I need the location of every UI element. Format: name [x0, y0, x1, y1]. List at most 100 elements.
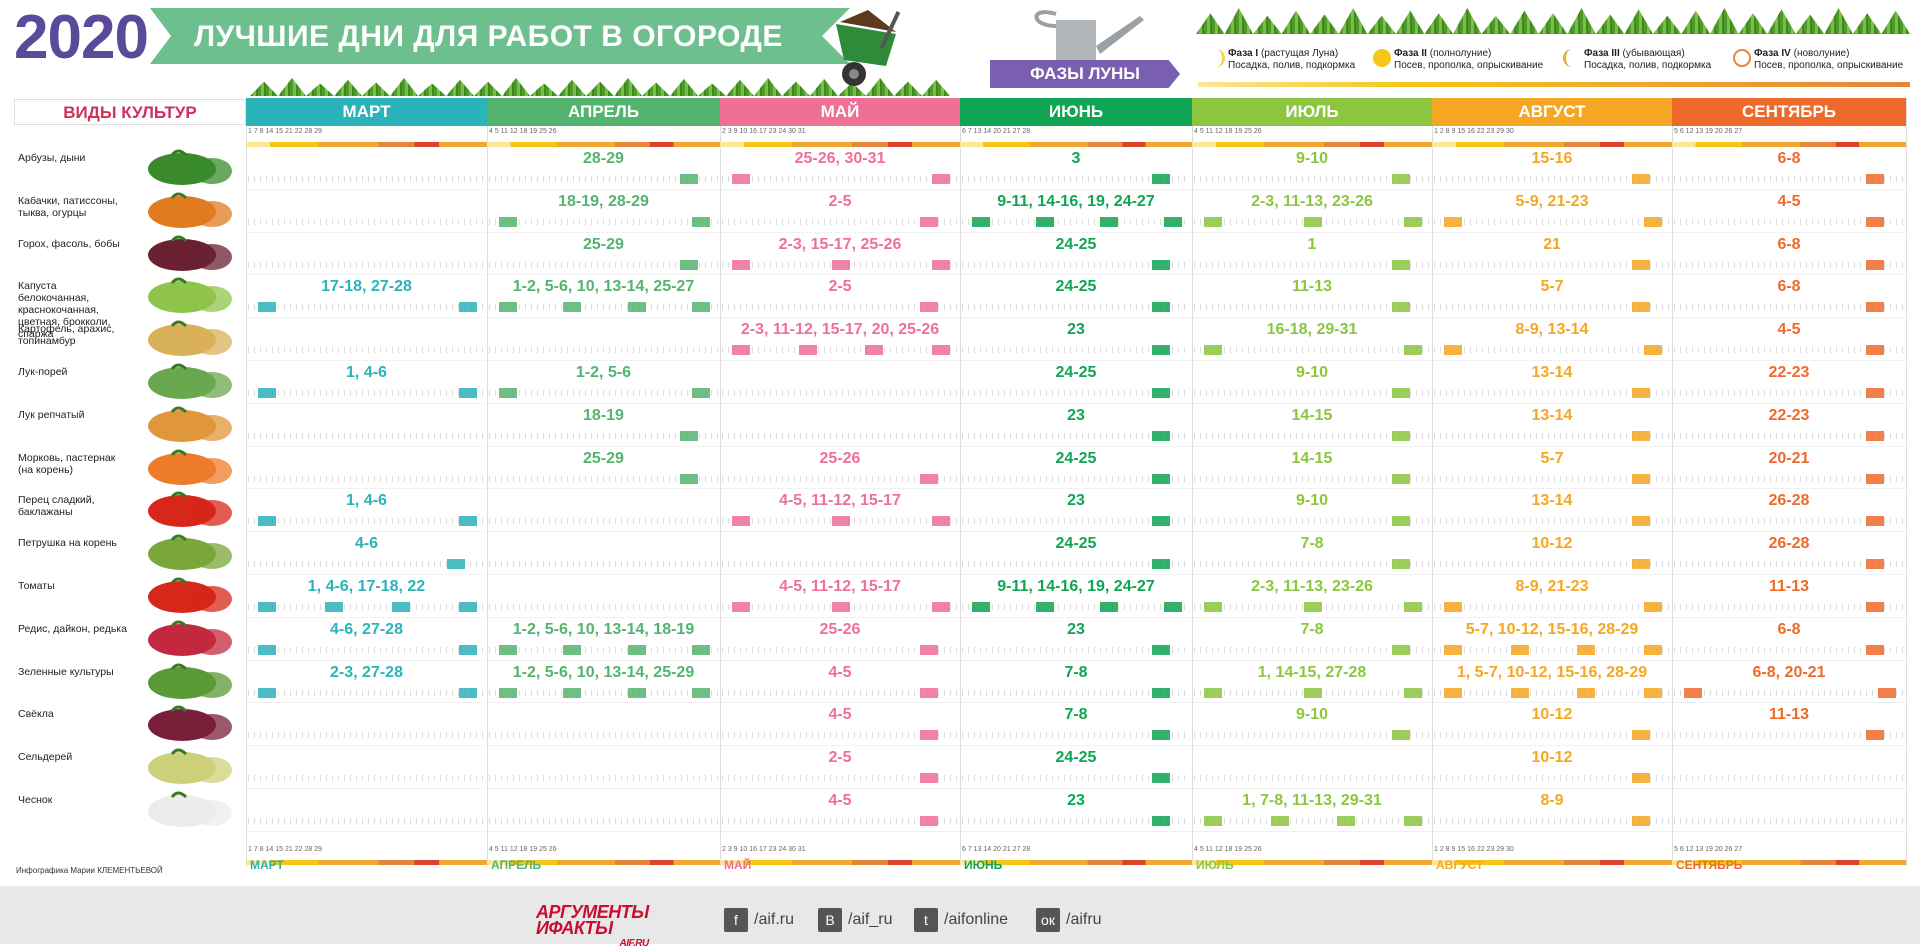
best-day-marker: [692, 644, 710, 655]
best-day-marker: [1392, 644, 1410, 655]
watermelon-icon: [132, 147, 242, 187]
best-days-value: 11-13: [1768, 578, 1810, 595]
day-grid: [489, 347, 718, 354]
day-grid: [489, 646, 718, 653]
day-grid: [489, 689, 718, 696]
month-header-5: ИЮЛЬ: [1192, 98, 1432, 126]
best-day-marker: [972, 602, 990, 612]
social-vk-link[interactable]: В/aif_ru: [818, 908, 892, 932]
best-day-marker: [865, 345, 884, 356]
title-banner: ЛУЧШИЕ ДНИ ДЛЯ РАБОТ В ОГОРОДЕ: [150, 8, 850, 64]
best-day-marker: [1304, 687, 1322, 698]
footer: [0, 886, 1920, 944]
best-day-marker: [1304, 216, 1322, 227]
month-day-ticks: 1 2 8 9 15 16 22 23 29 30: [1434, 128, 1514, 135]
best-days-value: 25-29: [583, 235, 624, 253]
day-grid: [1674, 304, 1904, 311]
row-separator: [246, 830, 1906, 832]
best-day-marker: [932, 174, 950, 184]
best-days-value: 23: [1067, 321, 1085, 339]
month-day-ticks: 1 7 8 14 15 21 22 28 29: [248, 128, 322, 135]
best-day-marker: [563, 302, 582, 313]
best-day-marker: [1644, 602, 1662, 612]
crops-column-header: ВИДЫ КУЛЬТУР: [14, 99, 246, 125]
best-days-value: 6-8, 20-21: [1752, 663, 1826, 681]
best-day-marker: [1392, 559, 1410, 570]
best-day-marker: [1644, 644, 1662, 655]
best-day-marker: [920, 473, 938, 484]
best-day-marker: [1866, 345, 1884, 356]
best-day-marker: [499, 302, 517, 313]
best-days-value: 11-13: [1768, 706, 1810, 724]
day-grid: [1194, 561, 1430, 568]
best-day-marker: [1404, 602, 1422, 612]
best-day-marker: [1866, 430, 1884, 441]
day-grid: [489, 604, 718, 610]
best-day-marker: [1392, 730, 1410, 741]
month-phase-bar: [1192, 860, 1432, 865]
best-day-marker: [680, 473, 698, 484]
best-day-marker: [1204, 216, 1222, 227]
day-grid: [1674, 732, 1904, 739]
best-day-marker: [563, 687, 582, 698]
day-grid: [248, 261, 485, 268]
social-facebook-link[interactable]: f/aif.ru: [724, 908, 794, 932]
month-footer-label-2: АПРЕЛЬ: [491, 858, 542, 872]
best-days-value: 11-13: [1291, 278, 1333, 296]
best-days-value: 9-10: [1295, 492, 1329, 510]
day-grid: [248, 561, 485, 568]
day-grid: [722, 732, 958, 739]
garlic-icon: [132, 789, 242, 829]
best-day-marker: [920, 302, 938, 313]
day-grid: [1434, 176, 1670, 182]
day-grid: [248, 732, 485, 739]
best-day-marker: [1152, 302, 1170, 313]
best-days-value: 7-8: [1300, 535, 1324, 553]
best-days-value: 24-25: [1055, 235, 1097, 253]
best-day-marker: [1270, 816, 1289, 826]
month-phase-bar: [487, 860, 720, 865]
best-day-marker: [1392, 473, 1410, 484]
day-grid: [962, 304, 1190, 311]
day-grid: [489, 475, 718, 482]
social-twitter-link[interactable]: t/aifonline: [914, 908, 1008, 932]
best-days-value: 7-8: [1064, 663, 1088, 681]
best-days-value: 26-28: [1768, 492, 1810, 510]
best-days-value: 2-5: [828, 749, 852, 767]
day-grid: [962, 518, 1190, 525]
best-day-marker: [1632, 516, 1650, 527]
day-grid: [1434, 390, 1670, 396]
best-days-value: 9-10: [1295, 150, 1329, 167]
best-days-value: 2-5: [828, 192, 852, 210]
crop-label: Арбузы, дыни: [18, 152, 86, 164]
day-grid: [1194, 775, 1430, 782]
best-day-marker: [1392, 259, 1410, 270]
crop-label: Кабачки, патиссоны, тыква, огурцы: [18, 194, 118, 219]
row-separator: [246, 574, 1906, 575]
day-grid: [722, 304, 958, 311]
month-footer-label-4: ИЮНЬ: [964, 858, 1003, 872]
best-day-marker: [1577, 687, 1596, 698]
celery-icon: [132, 746, 242, 786]
day-grid: [1434, 818, 1670, 824]
best-day-marker: [1866, 174, 1884, 184]
month-footer-label-6: АВГУСТ: [1436, 858, 1484, 872]
best-days-value: 4-5: [828, 706, 852, 724]
best-days-value: 10-12: [1531, 749, 1573, 767]
best-day-marker: [732, 174, 750, 184]
day-grid: [248, 518, 485, 525]
best-days-value: 25-29: [583, 449, 624, 467]
best-days-value: 6-8: [1777, 235, 1801, 253]
social-odnoklassniki-link[interactable]: ок/aifru: [1036, 908, 1102, 932]
month-footer-label-7: СЕНТЯБРЬ: [1676, 858, 1743, 872]
best-day-marker: [1152, 345, 1170, 356]
best-day-marker: [1204, 816, 1222, 826]
best-days-value: 5-7: [1540, 278, 1564, 296]
day-grid: [1674, 347, 1904, 354]
day-grid: [962, 475, 1190, 482]
best-days-value: 4-5: [828, 792, 852, 809]
day-grid: [1434, 432, 1670, 439]
day-grid: [248, 390, 485, 396]
best-day-marker: [258, 388, 276, 398]
day-grid: [1194, 732, 1430, 739]
